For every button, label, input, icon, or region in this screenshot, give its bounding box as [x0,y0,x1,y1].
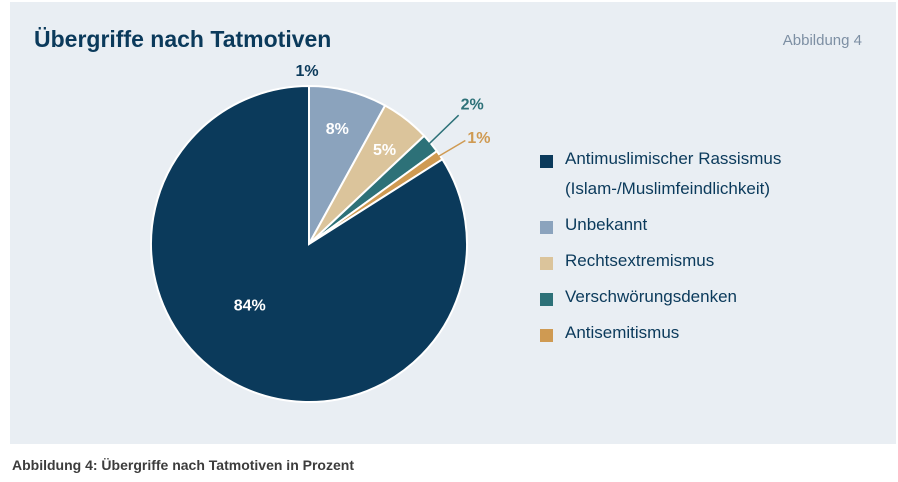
leader-line [422,114,460,150]
data-label: 5% [373,142,396,159]
data-label: 8% [326,121,349,138]
legend: Antimuslimischer Rassismus (Islam-/Musli… [540,149,805,360]
legend-swatch [540,257,553,270]
legend-label: Rechtsextremismus [565,251,715,270]
data-label: 1% [467,130,490,147]
legend-swatch [540,293,553,306]
data-label: 1% [295,63,318,80]
legend-item: Rechtsextremismus [540,251,805,276]
legend-swatch [540,155,553,168]
legend-label: Antisemitismus [565,323,680,342]
data-label: 2% [461,96,484,113]
legend-swatch [540,221,553,234]
leader-line [434,139,466,160]
legend-item: Verschwörungsdenken [540,287,805,312]
legend-item: Antisemitismus [540,323,805,348]
legend-label: Verschwörungsdenken [565,287,738,306]
legend-item: Antimuslimischer Rassismus (Islam-/Musli… [540,149,805,204]
data-label: 84% [234,298,266,315]
legend-label: Unbekannt [565,215,648,234]
legend-item: Unbekannt [540,215,805,240]
pie-slice [150,84,468,403]
legend-label: Antimuslimischer Rassismus (Islam-/Musli… [565,149,782,198]
chart-title: Übergriffe nach Tatmotiven [34,26,332,52]
figure-tag: Abbildung 4 [782,32,862,49]
figure-caption: Abbildung 4: Übergriffe nach Tatmotiven … [12,457,354,473]
legend-swatch [540,329,553,342]
